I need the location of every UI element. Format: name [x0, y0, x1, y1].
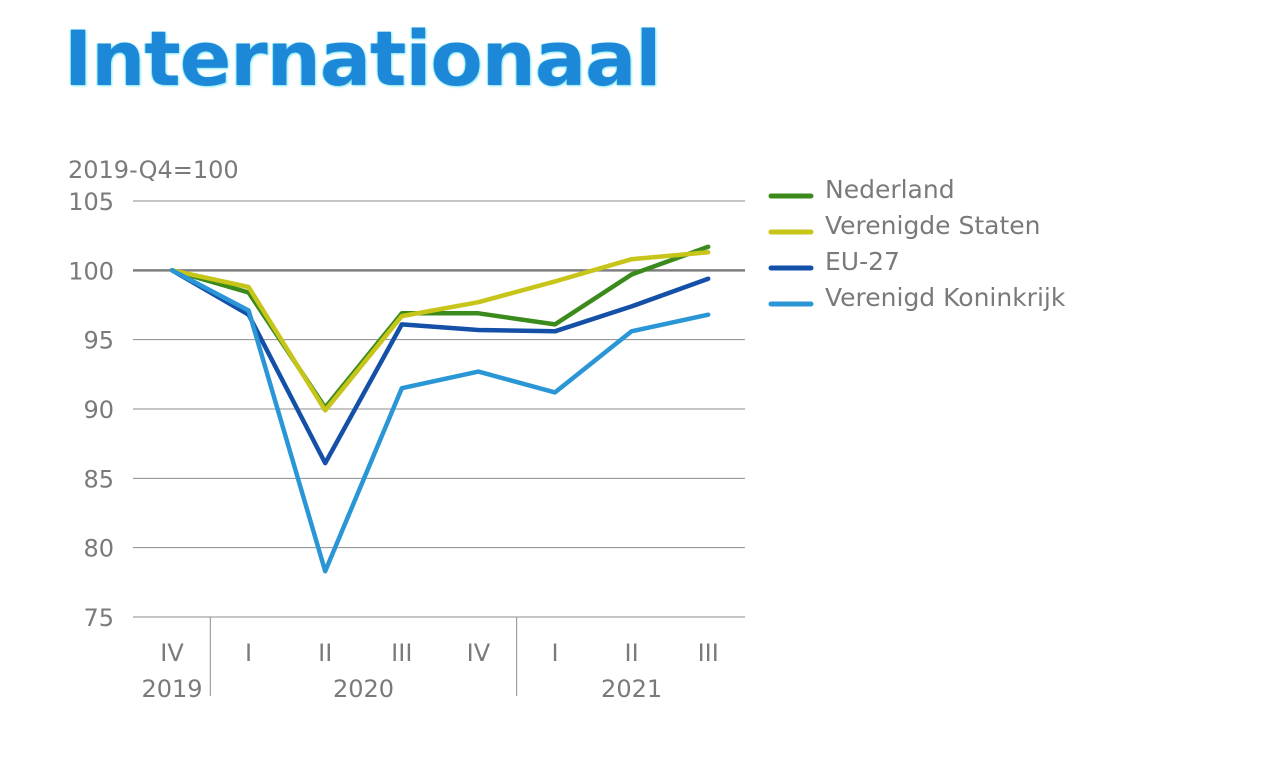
legend-label-verenigde-staten: Verenigde Staten	[825, 211, 1041, 240]
x-tick-label: IV	[467, 639, 491, 667]
series-line-verenigd-koninkrijk	[169, 268, 711, 574]
y-tick-label: 90	[83, 396, 114, 424]
y-tick-label: 75	[83, 604, 114, 632]
x-tick-label: II	[625, 639, 639, 667]
legend-label-nederland: Nederland	[825, 175, 955, 204]
x-tick-label: I	[245, 639, 252, 667]
x-tick-label: III	[698, 639, 719, 667]
x-tick-label: IV	[160, 639, 184, 667]
series-line-eu-27	[169, 268, 711, 466]
x-tick-label: I	[551, 639, 558, 667]
y-axis-label: 2019-Q4=100	[68, 156, 239, 184]
y-tick-label: 80	[83, 535, 114, 563]
x-tick-label: II	[318, 639, 332, 667]
y-tick-label: 85	[83, 465, 114, 493]
x-tick-label: III	[391, 639, 412, 667]
page-title: Internationaal	[64, 14, 661, 103]
y-tick-label: 100	[68, 257, 114, 285]
year-label: 2019	[141, 675, 202, 703]
y-tick-label: 95	[83, 327, 114, 355]
legend-label-eu-27: EU-27	[825, 247, 900, 276]
series-line-verenigde-staten	[169, 250, 711, 413]
year-label: 2020	[333, 675, 394, 703]
legend-label-verenigd-koninkrijk: Verenigd Koninkrijk	[825, 283, 1066, 312]
year-label: 2021	[601, 675, 662, 703]
y-tick-label: 105	[68, 188, 114, 216]
